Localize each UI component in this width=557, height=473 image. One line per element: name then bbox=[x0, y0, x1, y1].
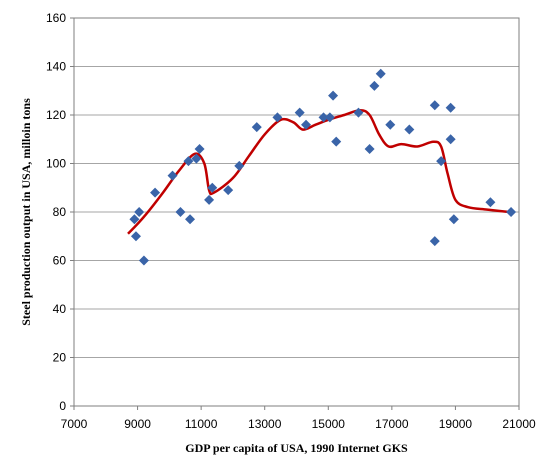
y-tick-label: 140 bbox=[46, 60, 66, 74]
y-tick-label: 20 bbox=[53, 351, 67, 365]
x-tick-label: 19000 bbox=[439, 417, 473, 431]
data-point bbox=[318, 112, 329, 123]
data-point bbox=[138, 255, 149, 266]
data-point bbox=[272, 112, 283, 123]
x-tick-label: 17000 bbox=[375, 417, 409, 431]
x-tick-label: 13000 bbox=[248, 417, 282, 431]
data-point bbox=[328, 90, 339, 101]
data-point bbox=[204, 194, 215, 205]
data-point bbox=[353, 107, 364, 118]
data-point bbox=[251, 122, 262, 133]
data-point bbox=[429, 100, 440, 111]
data-point bbox=[234, 160, 245, 171]
y-tick-label: 60 bbox=[53, 254, 67, 268]
data-point bbox=[375, 68, 386, 79]
trend-curve bbox=[127, 108, 510, 235]
data-point bbox=[369, 80, 380, 91]
data-point bbox=[129, 214, 140, 225]
data-point bbox=[167, 170, 178, 181]
x-tick-label: 11000 bbox=[185, 417, 218, 431]
x-tick-label: 7000 bbox=[61, 417, 88, 431]
data-point bbox=[324, 112, 335, 123]
data-point bbox=[506, 207, 517, 217]
x-tick-label: 9000 bbox=[124, 417, 151, 431]
data-point bbox=[175, 207, 186, 217]
data-point bbox=[445, 102, 456, 113]
data-point bbox=[485, 197, 496, 208]
y-tick-label: 80 bbox=[53, 205, 67, 219]
data-point bbox=[429, 236, 440, 247]
data-points bbox=[129, 68, 517, 266]
y-tick-label: 100 bbox=[46, 157, 66, 171]
data-point bbox=[191, 153, 202, 164]
data-point bbox=[364, 143, 375, 154]
data-point bbox=[448, 214, 459, 225]
data-point bbox=[207, 182, 218, 193]
data-point bbox=[150, 187, 161, 198]
data-point bbox=[185, 214, 196, 225]
data-point bbox=[404, 124, 415, 135]
x-tick-label: 21000 bbox=[502, 417, 536, 431]
data-point bbox=[331, 136, 342, 147]
x-axis-title: GDP per capita of USA, 1990 Internet GKS bbox=[185, 441, 408, 455]
data-point bbox=[385, 119, 396, 130]
x-axis-tick-labels: 7000 9000 11000 13000 15000 17000 19000 21000 bbox=[61, 406, 536, 431]
data-point bbox=[294, 107, 305, 118]
y-tick-label: 40 bbox=[53, 302, 67, 316]
x-tick-label: 15000 bbox=[312, 417, 346, 431]
y-tick-label: 160 bbox=[46, 11, 66, 25]
y-tick-label: 120 bbox=[46, 108, 66, 122]
y-axis-title: Steel production output in USA, milloin … bbox=[19, 98, 33, 326]
data-point bbox=[183, 156, 194, 167]
data-point bbox=[436, 156, 447, 167]
data-point bbox=[134, 207, 145, 217]
y-tick-label: 0 bbox=[59, 399, 66, 413]
y-axis-tick-labels: 0 20 40 60 80 100 120 140 160 bbox=[46, 11, 74, 413]
data-point bbox=[445, 134, 456, 145]
data-point bbox=[130, 231, 141, 242]
data-point bbox=[223, 185, 234, 196]
data-point bbox=[194, 143, 205, 154]
data-point bbox=[301, 119, 312, 130]
